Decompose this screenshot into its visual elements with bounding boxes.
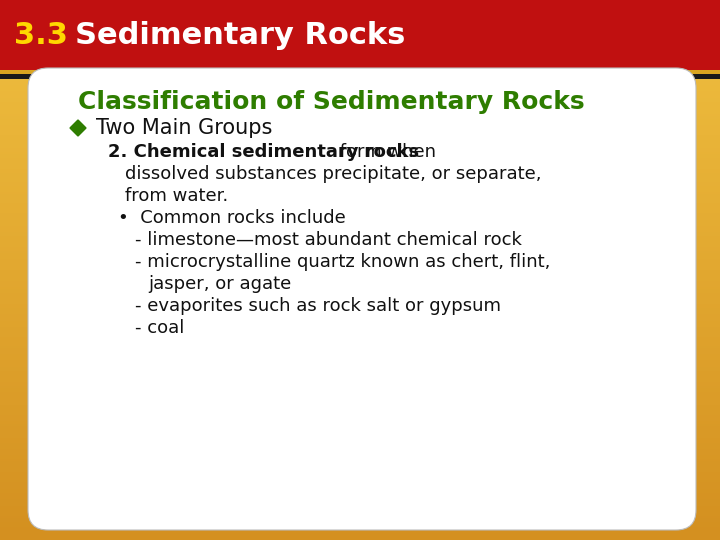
Text: from water.: from water.	[125, 187, 228, 205]
Text: Sedimentary Rocks: Sedimentary Rocks	[75, 21, 405, 50]
Text: 2. Chemical sedimentary rocks: 2. Chemical sedimentary rocks	[108, 143, 419, 161]
Text: - limestone—most abundant chemical rock: - limestone—most abundant chemical rock	[135, 231, 522, 249]
Text: 3.3: 3.3	[14, 21, 68, 50]
Text: jasper, or agate: jasper, or agate	[148, 275, 292, 293]
Text: dissolved substances precipitate, or separate,: dissolved substances precipitate, or sep…	[125, 165, 541, 183]
FancyBboxPatch shape	[0, 74, 720, 79]
Text: •  Common rocks include: • Common rocks include	[118, 209, 346, 227]
Text: - microcrystalline quartz known as chert, flint,: - microcrystalline quartz known as chert…	[135, 253, 550, 271]
Text: Two Main Groups: Two Main Groups	[96, 118, 272, 138]
FancyBboxPatch shape	[0, 70, 720, 74]
Polygon shape	[70, 120, 86, 136]
FancyBboxPatch shape	[28, 68, 696, 530]
Text: Classification of Sedimentary Rocks: Classification of Sedimentary Rocks	[78, 90, 585, 114]
Text: - evaporites such as rock salt or gypsum: - evaporites such as rock salt or gypsum	[135, 297, 501, 315]
FancyBboxPatch shape	[0, 0, 720, 70]
Text: form when: form when	[334, 143, 436, 161]
Text: - coal: - coal	[135, 319, 184, 337]
